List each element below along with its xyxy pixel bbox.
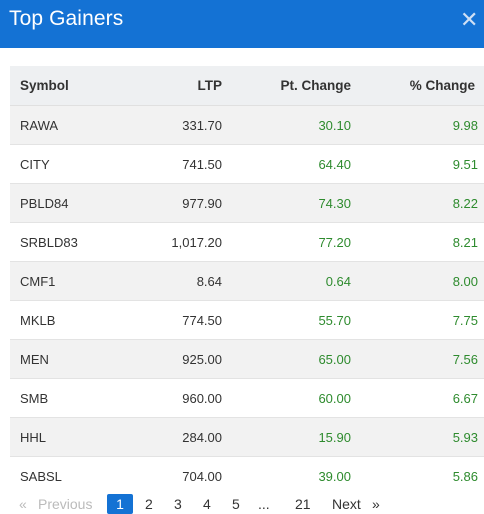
cell-ltp: 741.50	[130, 144, 222, 184]
table-row[interactable]: CMF1 8.64 0.64 8.00	[10, 261, 484, 301]
cell-ltp: 774.50	[130, 300, 222, 340]
cell-symbol[interactable]: SMB	[10, 378, 130, 418]
cell-ltp: 1,017.20	[130, 222, 222, 262]
cell-ltp: 8.64	[130, 261, 222, 301]
cell-pct-change: 9.98	[351, 105, 484, 145]
cell-symbol[interactable]: CITY	[10, 144, 130, 184]
table-header-row: Symbol LTP Pt. Change % Change	[10, 66, 484, 106]
pagination-previous[interactable]: Previous	[38, 496, 93, 512]
cell-symbol[interactable]: CMF1	[10, 261, 130, 301]
cell-pct-change: 5.86	[351, 456, 484, 495]
pagination-ellipsis: ...	[258, 496, 270, 512]
table-row[interactable]: RAWA 331.70 30.10 9.98	[10, 105, 484, 145]
cell-pct-change: 7.56	[351, 339, 484, 379]
modal-title: Top Gainers	[9, 7, 124, 30]
pagination-first-arrow[interactable]: «	[19, 496, 27, 512]
cell-ltp: 284.00	[130, 417, 222, 457]
cell-ltp: 331.70	[130, 105, 222, 145]
pagination-page-5[interactable]: 5	[232, 496, 240, 512]
table-row[interactable]: SRBLD83 1,017.20 77.20 8.21	[10, 222, 484, 262]
column-header-ltp[interactable]: LTP	[130, 66, 222, 106]
pagination-page-4[interactable]: 4	[203, 496, 211, 512]
cell-ltp: 704.00	[130, 456, 222, 495]
cell-symbol[interactable]: MEN	[10, 339, 130, 379]
table-row[interactable]: HHL 284.00 15.90 5.93	[10, 417, 484, 457]
cell-pt-change: 39.00	[222, 456, 351, 495]
pagination-page-3[interactable]: 3	[174, 496, 182, 512]
pagination: « Previous 1 2 3 4 5 ... 21 Next »	[0, 493, 484, 514]
cell-pt-change: 15.90	[222, 417, 351, 457]
cell-pct-change: 8.21	[351, 222, 484, 262]
cell-pct-change: 7.75	[351, 300, 484, 340]
cell-pct-change: 9.51	[351, 144, 484, 184]
table-row[interactable]: SABSL 704.00 39.00 5.86	[10, 456, 484, 495]
cell-pct-change: 6.67	[351, 378, 484, 418]
cell-symbol[interactable]: SABSL	[10, 456, 130, 495]
table-row[interactable]: MKLB 774.50 55.70 7.75	[10, 300, 484, 340]
pagination-page-1[interactable]: 1	[107, 494, 133, 514]
cell-ltp: 977.90	[130, 183, 222, 223]
pagination-last-page[interactable]: 21	[295, 496, 311, 512]
cell-symbol[interactable]: RAWA	[10, 105, 130, 145]
cell-pt-change: 55.70	[222, 300, 351, 340]
cell-pct-change: 8.22	[351, 183, 484, 223]
cell-symbol[interactable]: PBLD84	[10, 183, 130, 223]
cell-symbol[interactable]: MKLB	[10, 300, 130, 340]
cell-pt-change: 77.20	[222, 222, 351, 262]
cell-symbol[interactable]: HHL	[10, 417, 130, 457]
close-icon[interactable]: ✕	[460, 7, 479, 32]
table-row[interactable]: PBLD84 977.90 74.30 8.22	[10, 183, 484, 223]
gainers-table-container: Symbol LTP Pt. Change % Change RAWA 331.7…	[10, 66, 484, 495]
table-row[interactable]: MEN 925.00 65.00 7.56	[10, 339, 484, 379]
table-row[interactable]: SMB 960.00 60.00 6.67	[10, 378, 484, 418]
cell-symbol[interactable]: SRBLD83	[10, 222, 130, 262]
cell-ltp: 925.00	[130, 339, 222, 379]
cell-pct-change: 8.00	[351, 261, 484, 301]
cell-pt-change: 30.10	[222, 105, 351, 145]
pagination-next[interactable]: Next	[332, 496, 361, 512]
cell-pct-change: 5.93	[351, 417, 484, 457]
cell-ltp: 960.00	[130, 378, 222, 418]
cell-pt-change: 0.64	[222, 261, 351, 301]
pagination-last-arrow[interactable]: »	[372, 496, 380, 512]
cell-pt-change: 65.00	[222, 339, 351, 379]
column-header-symbol[interactable]: Symbol	[10, 66, 130, 106]
cell-pt-change: 64.40	[222, 144, 351, 184]
table-row[interactable]: CITY 741.50 64.40 9.51	[10, 144, 484, 184]
column-header-pt-change[interactable]: Pt. Change	[222, 66, 351, 106]
cell-pt-change: 60.00	[222, 378, 351, 418]
column-header-pct-change[interactable]: % Change	[351, 66, 484, 106]
pagination-page-2[interactable]: 2	[145, 496, 153, 512]
gainers-table: Symbol LTP Pt. Change % Change RAWA 331.7…	[10, 66, 484, 495]
cell-pt-change: 74.30	[222, 183, 351, 223]
modal-header: Top Gainers ✕	[0, 0, 484, 48]
